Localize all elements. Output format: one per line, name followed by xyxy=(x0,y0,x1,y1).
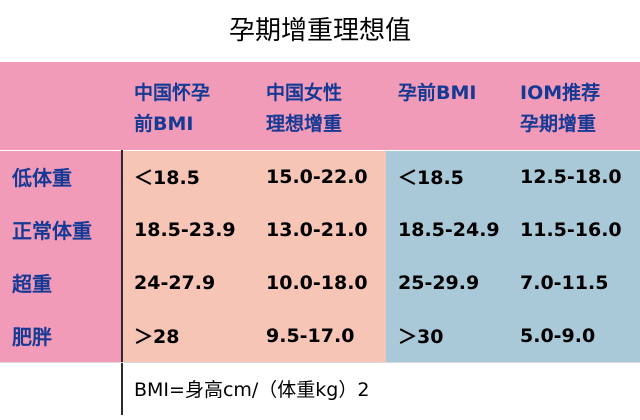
table-cell: 12.5-18.0 xyxy=(508,150,640,203)
row-label-overweight: 超重 xyxy=(0,256,122,309)
table-corner-cell xyxy=(0,62,122,150)
col-header-text: 孕前BMI xyxy=(398,82,477,104)
table-cell: 9.5-17.0 xyxy=(254,309,386,362)
table-cell: 11.5-16.0 xyxy=(508,203,640,256)
col-header-china-bmi: 中国怀孕 前BMI xyxy=(122,62,254,150)
column-divider xyxy=(121,150,123,415)
row-label-normal-weight: 正常体重 xyxy=(0,203,122,256)
table-cell: ＜18.5 xyxy=(386,150,508,203)
row-label-underweight: 低体重 xyxy=(0,150,122,203)
col-header-iom-gain: IOM推荐 孕期增重 xyxy=(508,62,640,150)
col-header-text: IOM推荐 孕期增重 xyxy=(520,82,601,135)
page-title: 孕期增重理想值 xyxy=(228,16,411,46)
table-cell: 15.0-22.0 xyxy=(254,150,386,203)
bmi-formula-note: BMI=身高cm/（体重kg）2 xyxy=(122,362,640,415)
table-cell: ＞28 xyxy=(122,309,254,362)
footer-blank-cell xyxy=(0,362,122,415)
col-header-prepregnancy-bmi: 孕前BMI xyxy=(386,62,508,150)
table-cell: 18.5-24.9 xyxy=(386,203,508,256)
table-cell: 10.0-18.0 xyxy=(254,256,386,309)
table-cell: 24-27.9 xyxy=(122,256,254,309)
table-cell: 7.0-11.5 xyxy=(508,256,640,309)
table-cell: 13.0-21.0 xyxy=(254,203,386,256)
col-header-text: 中国怀孕 前BMI xyxy=(134,82,211,135)
header-divider xyxy=(0,150,640,151)
table-cell: ＜18.5 xyxy=(122,150,254,203)
col-header-china-ideal-gain: 中国女性 理想增重 xyxy=(254,62,386,150)
footer-divider xyxy=(0,362,640,363)
table-cell: 25-29.9 xyxy=(386,256,508,309)
table-cell: 18.5-23.9 xyxy=(122,203,254,256)
weight-gain-table: 中国怀孕 前BMI 中国女性 理想增重 孕前BMI IOM推荐 孕期增重 低体重 ＜1… xyxy=(0,62,640,415)
table-cell: ＞30 xyxy=(386,309,508,362)
table-cell: 5.0-9.0 xyxy=(508,309,640,362)
row-label-obese: 肥胖 xyxy=(0,309,122,362)
col-header-text: 中国女性 理想增重 xyxy=(266,82,343,135)
